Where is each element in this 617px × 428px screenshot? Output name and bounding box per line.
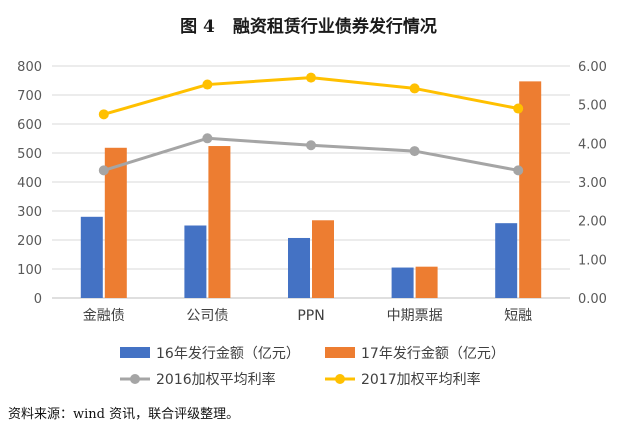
x-tick-label: 短融 [504, 308, 532, 324]
bar-series2 [415, 266, 438, 298]
bar-series2 [519, 81, 542, 299]
line-point-series-2 [306, 72, 316, 83]
y-left-tick-label: 100 [17, 263, 42, 278]
legend-swatch-marker [130, 374, 140, 384]
y-right-tick-label: 6.00 [578, 60, 607, 75]
legend-label: 16年发行金额（亿元） [156, 346, 300, 362]
legend-swatch-bar [120, 347, 150, 358]
line-point-series-1 [513, 165, 524, 176]
bar-series2 [104, 147, 127, 298]
line-point-series-2 [409, 83, 420, 94]
bar-series1 [495, 223, 518, 298]
y-left-tick-label: 200 [17, 234, 42, 249]
y-right-tick-label: 5.00 [578, 99, 607, 114]
line-point-series-1 [98, 165, 109, 176]
source-note: 资料来源：wind 资讯，联合评级整理。 [8, 407, 240, 422]
chart-title: 图 4 融资租赁行业债券发行情况 [0, 12, 617, 37]
line-point-series-2 [202, 79, 213, 90]
figure-label: 图 4 [180, 17, 215, 37]
y-right-tick-label: 3.00 [578, 176, 607, 191]
y-left-tick-label: 700 [17, 89, 42, 104]
y-left-tick-label: 500 [17, 147, 42, 162]
y-right-tick-label: 1.00 [578, 253, 607, 268]
figure-title: 融资租赁行业债券发行情况 [232, 17, 437, 37]
bar-series2 [312, 220, 334, 298]
legend-label: 2016加权平均利率 [156, 371, 276, 388]
legend-swatch-marker [335, 374, 345, 384]
y-left-tick-label: 0 [34, 292, 42, 307]
x-tick-label: 金融债 [83, 308, 125, 324]
line-point-series-2 [513, 103, 524, 114]
line-point-series-2 [98, 109, 109, 120]
line-point-series-1 [306, 140, 316, 151]
legend-label: 2017加权平均利率 [361, 371, 481, 388]
line-point-series-1 [409, 146, 420, 157]
y-left-tick-label: 400 [17, 176, 42, 191]
legend-swatch-bar [325, 347, 355, 358]
y-left-tick-label: 800 [17, 60, 42, 75]
y-left-tick-label: 600 [17, 118, 42, 133]
bar-series1 [391, 267, 414, 298]
x-tick-label: PPN [297, 308, 324, 324]
bar-series1 [80, 216, 103, 298]
y-left-tick-label: 300 [17, 205, 42, 220]
x-tick-label: 公司债 [186, 308, 228, 324]
legend-label: 17年发行金额（亿元） [361, 346, 505, 362]
bar-series1 [184, 225, 207, 298]
x-tick-label: 中期票据 [387, 308, 443, 324]
y-right-tick-label: 2.00 [578, 215, 607, 230]
line-series-2 [103, 76, 519, 116]
y-right-tick-label: 4.00 [578, 137, 607, 152]
y-right-tick-label: 0.00 [578, 292, 607, 307]
bar-series1 [288, 237, 310, 298]
bar-series2 [208, 146, 231, 298]
line-point-series-1 [202, 133, 213, 144]
